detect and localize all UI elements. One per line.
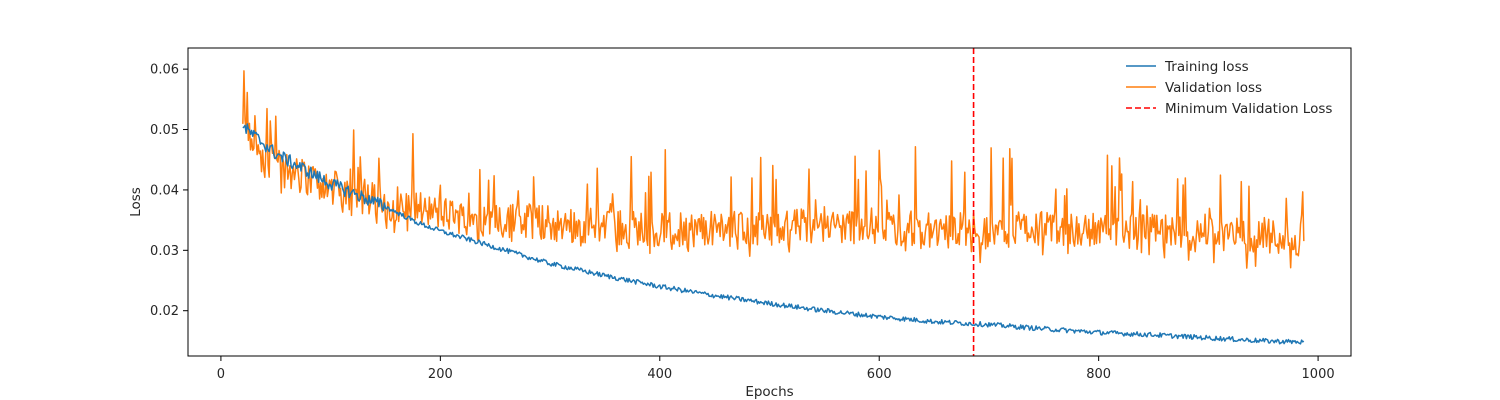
legend-label: Validation loss [1165,80,1262,96]
x-tick-label: 800 [1086,367,1111,382]
training-loss-line [242,123,1305,345]
legend-label: Minimum Validation Loss [1165,101,1332,117]
y-tick-label: 0.05 [150,123,179,138]
x-axis: 0 200 400 600 800 1000 [217,356,1335,382]
y-tick-label: 0.06 [150,63,179,78]
y-tick-label: 0.02 [150,304,179,319]
x-axis-label: Epochs [745,384,793,400]
validation-loss-line [242,70,1305,269]
x-tick-label: 0 [217,367,225,382]
x-tick-label: 1000 [1302,367,1335,382]
legend-label: Training loss [1164,59,1249,75]
plot-frame [187,47,1352,357]
x-tick-label: 600 [867,367,892,382]
y-tick-label: 0.03 [150,244,179,259]
legend: Training loss Validation loss Minimum Vali… [1126,59,1332,117]
plot-area [242,48,1305,356]
y-axis: 0.02 0.03 0.04 0.05 0.06 [150,63,188,319]
x-tick-label: 400 [647,367,672,382]
y-tick-label: 0.04 [150,183,179,198]
y-axis-label: Loss [128,187,144,217]
x-tick-label: 200 [428,367,453,382]
